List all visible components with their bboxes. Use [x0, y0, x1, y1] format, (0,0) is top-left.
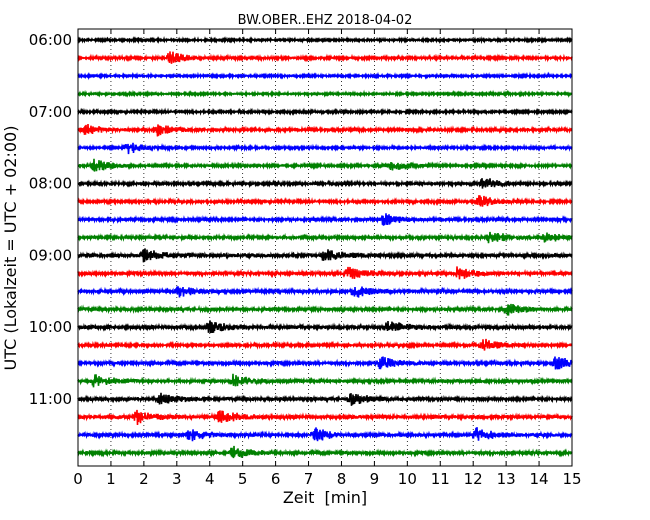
x-tick-label: 8	[337, 470, 347, 488]
x-tick-label: 14	[530, 470, 549, 488]
y-tick-label: 11:00	[29, 390, 72, 408]
x-tick-label: 11	[431, 470, 450, 488]
trace-line	[77, 445, 573, 459]
trace-line	[77, 124, 573, 137]
y-tick-label: 09:00	[29, 246, 72, 264]
x-tick-label: 5	[238, 470, 248, 488]
trace-line	[77, 213, 573, 226]
trace-line	[77, 320, 573, 334]
trace-line	[77, 409, 573, 425]
trace-line	[77, 178, 573, 189]
trace-line	[77, 248, 573, 263]
x-tick-label: 3	[172, 470, 182, 488]
y-tick-label: 08:00	[29, 175, 72, 193]
chart-title: BW.OBER..EHZ 2018-04-02	[238, 13, 413, 28]
x-tick-label: 12	[464, 470, 483, 488]
trace-line	[77, 286, 573, 298]
trace-line	[77, 338, 573, 351]
trace-line	[77, 71, 573, 81]
trace-line	[77, 427, 573, 442]
x-tick-label: 7	[304, 470, 314, 488]
trace-line	[77, 35, 573, 45]
x-tick-label: 0	[73, 470, 83, 488]
x-tick-label: 15	[562, 470, 581, 488]
trace-line	[77, 356, 573, 370]
seismogram-traces	[77, 35, 573, 459]
x-tick-label: 2	[139, 470, 149, 488]
x-tick-label: 1	[106, 470, 116, 488]
y-axis-ticks: 06:00 07:00 08:00 09:00 10:00 11:00	[29, 31, 572, 408]
x-tick-label: 4	[205, 470, 215, 488]
trace-line	[77, 303, 573, 316]
x-tick-label: 10	[398, 470, 417, 488]
y-axis-label: UTC (Lokalzeit = UTC + 02:00)	[1, 126, 20, 371]
x-tick-label: 6	[271, 470, 281, 488]
x-tick-label: 9	[370, 470, 380, 488]
trace-line	[77, 392, 573, 406]
y-tick-label: 06:00	[29, 31, 72, 49]
trace-line	[77, 231, 573, 244]
x-axis-label: Zeit [min]	[283, 488, 367, 507]
trace-line	[77, 266, 573, 280]
plot-frame	[77, 28, 573, 467]
trace-line	[77, 195, 573, 207]
trace-line	[77, 51, 573, 64]
x-tick-label: 13	[497, 470, 516, 488]
trace-line	[77, 89, 573, 98]
grid-lines	[110, 29, 540, 466]
trace-line	[77, 373, 573, 388]
y-tick-label: 07:00	[29, 103, 72, 121]
x-axis-ticks: 0 1 2 3 4 5 6 7 8 9 10 11 12 13 14 15	[73, 29, 582, 488]
trace-line	[77, 158, 573, 172]
y-tick-label: 10:00	[29, 318, 72, 336]
trace-line	[77, 107, 573, 117]
trace-line	[77, 142, 573, 155]
